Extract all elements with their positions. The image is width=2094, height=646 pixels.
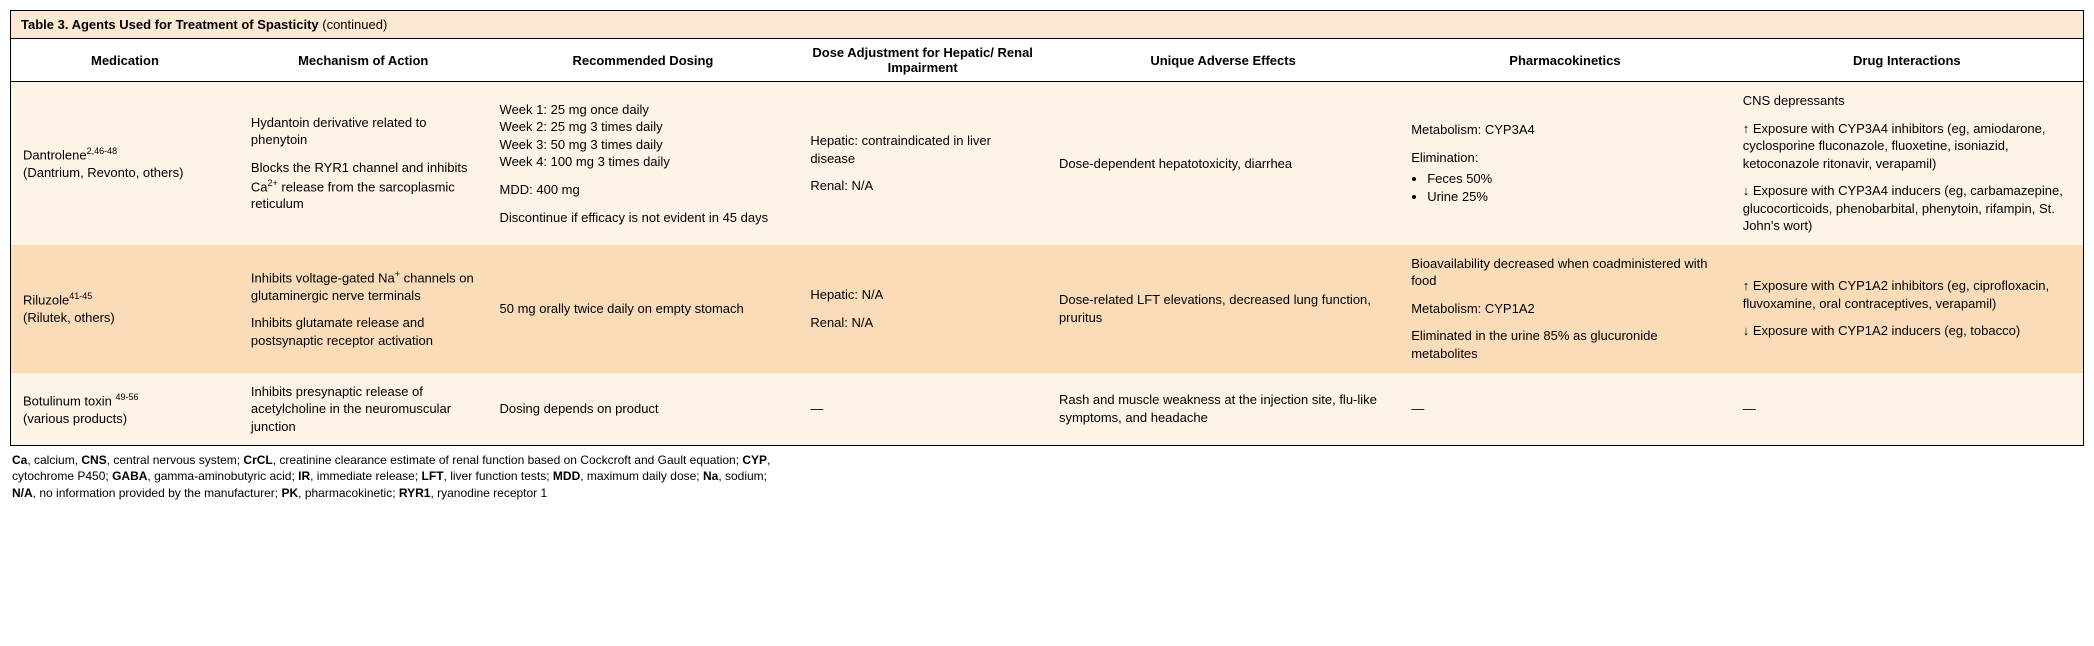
cell-adjustment: —: [798, 373, 1047, 446]
adj-renal: Renal: N/A: [810, 314, 1035, 332]
pk-bullet: Urine 25%: [1427, 188, 1719, 206]
cell-interactions: —: [1731, 373, 2083, 446]
mech-p1: Hydantoin derivative related to phenytoi…: [251, 114, 476, 149]
med-refs: 2,46-48: [87, 146, 118, 156]
table-footnote: Ca, calcium, CNS, central nervous system…: [10, 446, 794, 501]
pk-p1: Bioavailability decreased when coadminis…: [1411, 255, 1719, 290]
cell-mechanism: Inhibits voltage-gated Na+ channels on g…: [239, 245, 488, 373]
cell-adverse: Dose-related LFT elevations, decreased l…: [1047, 245, 1399, 373]
table-title-row: Table 3. Agents Used for Treatment of Sp…: [11, 11, 2083, 39]
cell-medication: Riluzole41-45 (Rilutek, others): [11, 245, 239, 373]
header-medication: Medication: [11, 39, 239, 82]
med-name: Riluzole: [23, 293, 69, 308]
cell-medication: Botulinum toxin 49-56 (various products): [11, 373, 239, 446]
table-title-suffix: (continued): [319, 17, 388, 32]
table-title: Table 3. Agents Used for Treatment of Sp…: [21, 17, 319, 32]
cell-interactions: CNS depressants ↑ Exposure with CYP3A4 i…: [1731, 82, 2083, 245]
mech-p1: Inhibits voltage-gated Na+ channels on g…: [251, 268, 476, 304]
pk-bullet: Feces 50%: [1427, 170, 1719, 188]
dose-line: Week 4: 100 mg 3 times daily: [500, 153, 787, 171]
int-p1: CNS depressants: [1743, 92, 2071, 110]
med-name: Botulinum toxin: [23, 393, 116, 408]
table-row: Riluzole41-45 (Rilutek, others) Inhibits…: [11, 245, 2083, 373]
pk-p3: Eliminated in the urine 85% as glucuroni…: [1411, 327, 1719, 362]
cell-medication: Dantrolene2,46-48 (Dantrium, Revonto, ot…: [11, 82, 239, 245]
cell-pk: Metabolism: CYP3A4 Elimination: Feces 50…: [1399, 82, 1731, 245]
header-adverse: Unique Adverse Effects: [1047, 39, 1399, 82]
dose-line: Week 3: 50 mg 3 times daily: [500, 136, 787, 154]
pk-met: Metabolism: CYP3A4: [1411, 121, 1719, 139]
header-pk: Pharmacokinetics: [1399, 39, 1731, 82]
cell-mechanism: Hydantoin derivative related to phenytoi…: [239, 82, 488, 245]
int-p2: ↓ Exposure with CYP1A2 inducers (eg, tob…: [1743, 322, 2071, 340]
int-p1: ↑ Exposure with CYP1A2 inhibitors (eg, c…: [1743, 277, 2071, 312]
adj-renal: Renal: N/A: [810, 177, 1035, 195]
cell-adjustment: Hepatic: N/A Renal: N/A: [798, 245, 1047, 373]
mech-p2: Inhibits glutamate release and postsynap…: [251, 314, 476, 349]
med-refs: 49-56: [116, 392, 139, 402]
cell-interactions: ↑ Exposure with CYP1A2 inhibitors (eg, c…: [1731, 245, 2083, 373]
header-adjustment: Dose Adjustment for Hepatic/ Renal Impai…: [798, 39, 1047, 82]
int-p2: ↑ Exposure with CYP3A4 inhibitors (eg, a…: [1743, 120, 2071, 173]
adj-hepatic: Hepatic: contraindicated in liver diseas…: [810, 132, 1035, 167]
header-row: Medication Mechanism of Action Recommend…: [11, 39, 2083, 82]
adj-hepatic: Hepatic: N/A: [810, 286, 1035, 304]
cell-adverse: Dose-dependent hepatotoxicity, diarrhea: [1047, 82, 1399, 245]
cell-mechanism: Inhibits presynaptic release of acetylch…: [239, 373, 488, 446]
cell-dosing: Dosing depends on product: [488, 373, 799, 446]
cell-pk: —: [1399, 373, 1731, 446]
cell-pk: Bioavailability decreased when coadminis…: [1399, 245, 1731, 373]
int-p3: ↓ Exposure with CYP3A4 inducers (eg, car…: [1743, 182, 2071, 235]
med-brands: (Dantrium, Revonto, others): [23, 165, 183, 180]
med-brands: (Rilutek, others): [23, 310, 115, 325]
med-brands: (various products): [23, 411, 127, 426]
table-row: Dantrolene2,46-48 (Dantrium, Revonto, ot…: [11, 82, 2083, 245]
spasticity-table: Medication Mechanism of Action Recommend…: [11, 39, 2083, 445]
dose-line: Week 2: 25 mg 3 times daily: [500, 118, 787, 136]
table-container: Table 3. Agents Used for Treatment of Sp…: [10, 10, 2084, 446]
header-interactions: Drug Interactions: [1731, 39, 2083, 82]
pk-elim: Elimination:: [1411, 149, 1719, 167]
cell-dosing: Week 1: 25 mg once daily Week 2: 25 mg 3…: [488, 82, 799, 245]
med-refs: 41-45: [69, 291, 92, 301]
header-dosing: Recommended Dosing: [488, 39, 799, 82]
table-row: Botulinum toxin 49-56 (various products)…: [11, 373, 2083, 446]
mech-p2: Blocks the RYR1 channel and inhibits Ca2…: [251, 159, 476, 213]
cell-dosing: 50 mg orally twice daily on empty stomac…: [488, 245, 799, 373]
header-mechanism: Mechanism of Action: [239, 39, 488, 82]
pk-bullets: Feces 50% Urine 25%: [1411, 170, 1719, 205]
pk-p2: Metabolism: CYP1A2: [1411, 300, 1719, 318]
dose-disc: Discontinue if efficacy is not evident i…: [500, 209, 787, 227]
dose-line: Week 1: 25 mg once daily: [500, 101, 787, 119]
cell-adverse: Rash and muscle weakness at the injectio…: [1047, 373, 1399, 446]
cell-adjustment: Hepatic: contraindicated in liver diseas…: [798, 82, 1047, 245]
dose-mdd: MDD: 400 mg: [500, 181, 787, 199]
med-name: Dantrolene: [23, 148, 87, 163]
